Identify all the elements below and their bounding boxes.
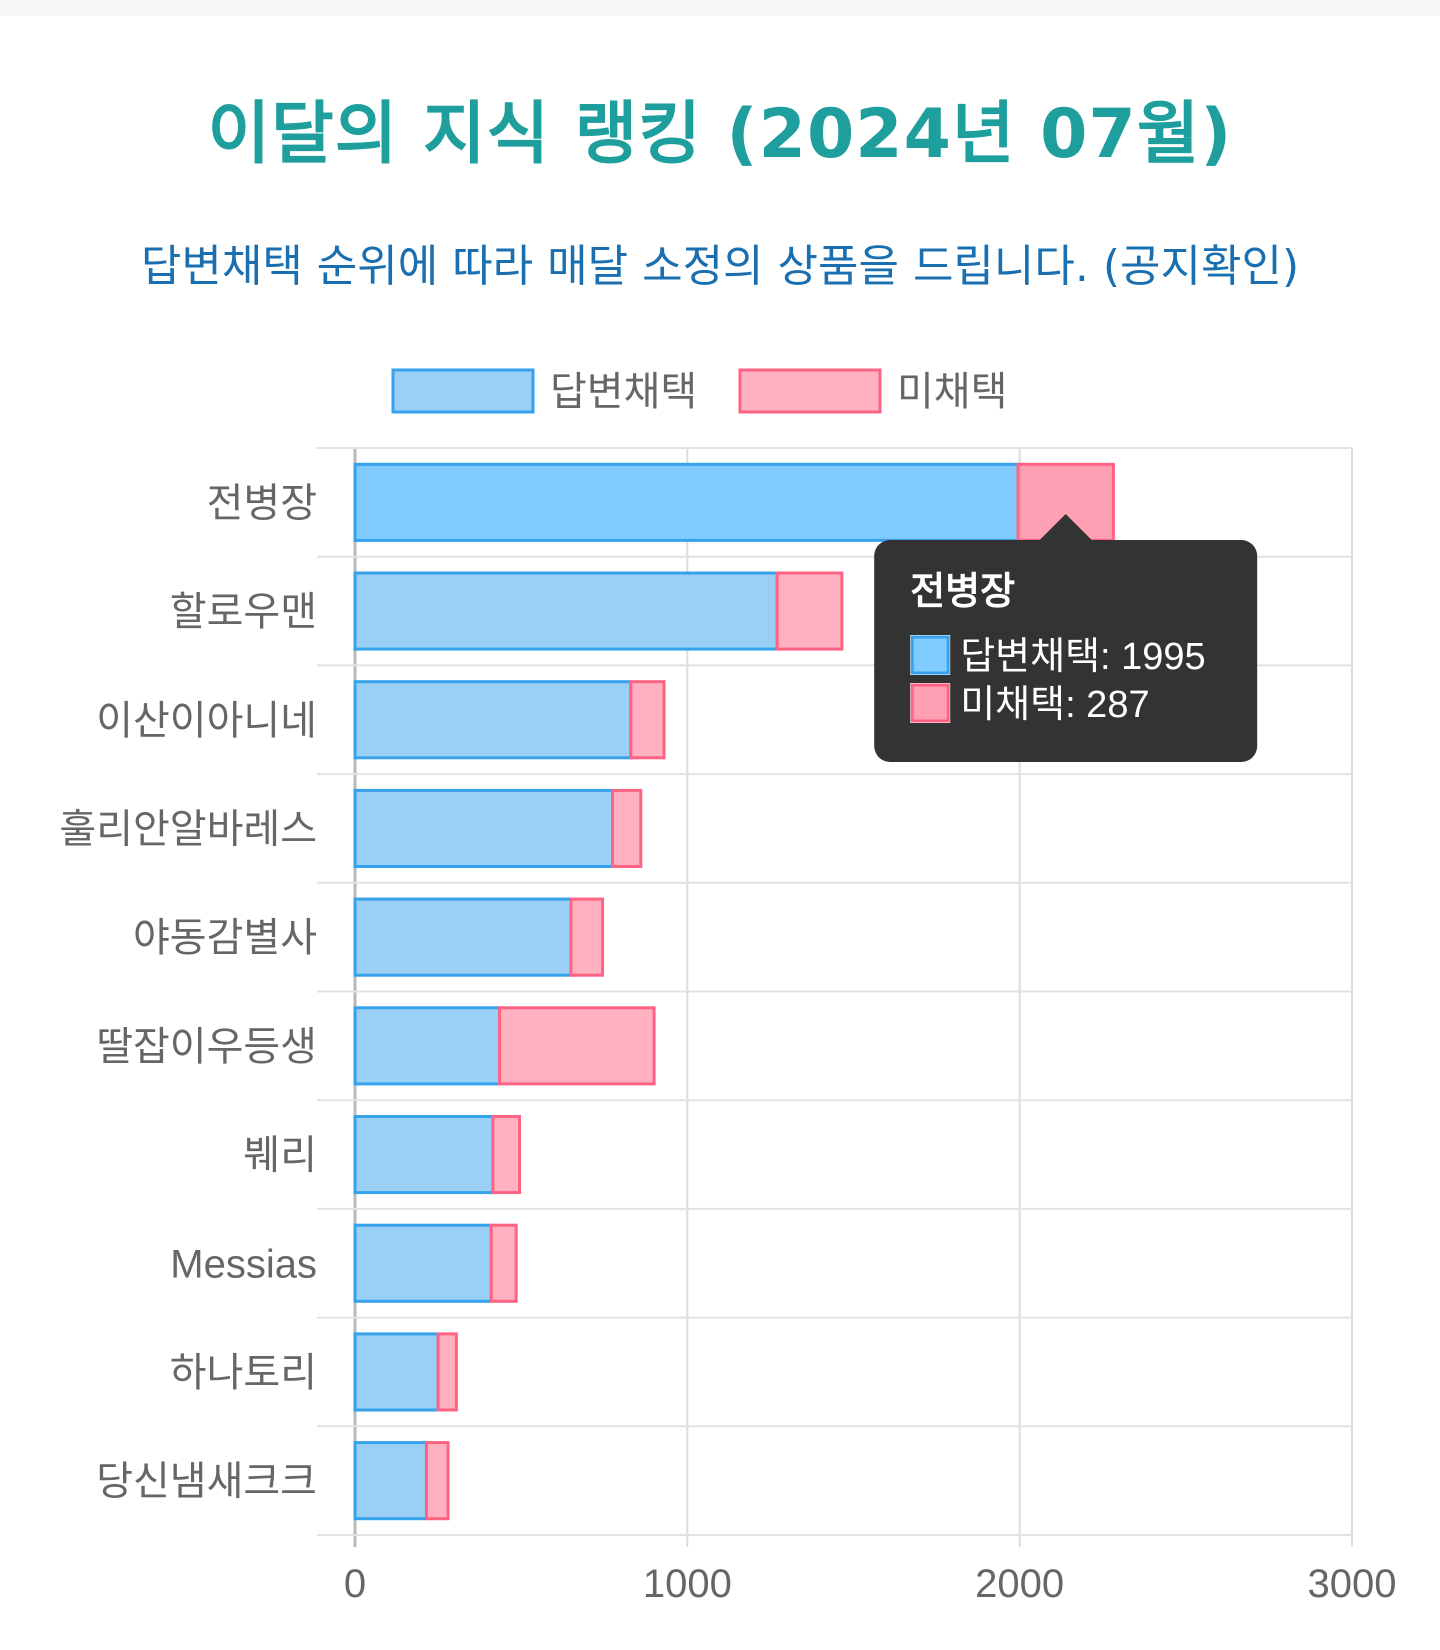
x-tick-label: 1000 — [643, 1562, 732, 1606]
tooltip-swatch — [910, 635, 950, 675]
bars — [353, 462, 1115, 1521]
subtitle-text: 답변채택 순위에 따라 매달 소정의 상품을 드립니다. — [140, 241, 1089, 292]
legend-label-unadopted: 미채택 — [897, 370, 1007, 414]
bar-unadopted — [424, 1441, 450, 1521]
tooltip-line: 미채택: 287 — [960, 684, 1149, 726]
page-subtitle: 답변채택 순위에 따라 매달 소정의 상품을 드립니다. (공지확인) — [0, 230, 1440, 294]
y-tick-label: Messias — [170, 1242, 317, 1286]
x-tick-label: 3000 — [1308, 1562, 1397, 1606]
bar-adopted — [353, 1332, 440, 1412]
y-tick-label: 야동감별사 — [133, 916, 317, 960]
bar-adopted — [353, 788, 615, 868]
bar-unadopted — [498, 1006, 656, 1086]
y-tick-label: 전병장 — [207, 481, 317, 525]
bar-adopted — [353, 680, 633, 760]
tooltip-title: 전병장 — [910, 571, 1015, 613]
bar-unadopted — [629, 680, 666, 760]
chart-legend: 답변채택 미채택 — [391, 368, 1007, 414]
tooltip-swatch — [910, 683, 950, 723]
y-tick-label: 딸잡이우등생 — [96, 1025, 317, 1069]
bar-adopted — [353, 462, 1020, 542]
tooltip-box — [874, 540, 1258, 762]
bar-unadopted — [775, 571, 844, 651]
top-strip — [0, 0, 1440, 16]
bar-adopted — [353, 1223, 493, 1303]
ranking-chart: 답변채택 미채택 전병장할로우맨이산이아니네훌리안알바레스야동감별사딸잡이우등생붸… — [59, 368, 1397, 1606]
bar-adopted — [353, 1006, 502, 1086]
page-title: 이달의 지식 랭킹 (2024년 07월) — [207, 95, 1233, 174]
y-tick-label: 이산이아니네 — [96, 699, 317, 743]
legend-swatch-adopted — [391, 368, 535, 414]
grid-lines — [317, 447, 1353, 1547]
bar-unadopted — [569, 897, 605, 977]
bar-adopted — [353, 571, 779, 651]
x-tick-label: 2000 — [975, 1562, 1064, 1606]
y-tick-label: 훌리안알바레스 — [59, 807, 317, 851]
legend-label-adopted: 답변채택 — [550, 370, 697, 414]
bar-unadopted — [491, 1115, 522, 1195]
y-tick-label: 당신냄새크크 — [96, 1460, 317, 1504]
bar-adopted — [353, 1441, 428, 1521]
bar-adopted — [353, 1115, 495, 1195]
bar-adopted — [353, 897, 573, 977]
bar-unadopted — [436, 1332, 458, 1412]
tooltip-caret — [1039, 514, 1092, 540]
bar-unadopted — [489, 1223, 518, 1303]
legend-swatch-unadopted — [738, 368, 882, 414]
notice-link[interactable]: (공지확인) — [1102, 241, 1300, 292]
y-tick-label: 하나토리 — [170, 1351, 317, 1395]
x-axis-ticks: 0 1000 2000 3000 — [344, 1562, 1397, 1606]
tooltip-line: 답변채택: 1995 — [960, 636, 1206, 678]
y-tick-label: 할로우맨 — [170, 590, 317, 634]
y-tick-label: 붸리 — [243, 1134, 317, 1178]
bar-unadopted — [611, 788, 643, 868]
x-tick-label: 0 — [344, 1562, 366, 1606]
